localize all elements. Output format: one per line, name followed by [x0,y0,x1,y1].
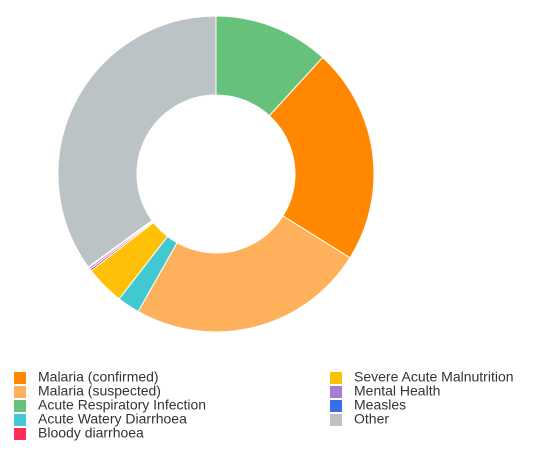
legend-swatch [330,386,342,398]
legend-label: Acute Respiratory Infection [38,397,206,413]
legend-swatch [330,414,342,426]
legend-label: Measles [354,397,406,413]
legend-swatch [14,428,26,440]
legend-label: Malaria (suspected) [38,383,161,399]
legend-label: Bloody diarrhoea [38,425,144,441]
legend-swatch [14,414,26,426]
legend-swatch [330,372,342,384]
legend-label: Severe Acute Malnutrition [354,369,514,385]
legend-label: Other [354,411,389,427]
slice [268,56,375,259]
legend-swatch [330,400,342,412]
legend-swatch [14,386,26,398]
legend-label: Mental Health [354,383,440,399]
legend-swatch [14,372,26,384]
legend-label: Acute Watery Diarrhoea [38,411,187,427]
legend-label: Malaria (confirmed) [38,369,159,385]
slice [137,215,351,333]
legend-swatch [14,400,26,412]
slice [57,15,217,268]
